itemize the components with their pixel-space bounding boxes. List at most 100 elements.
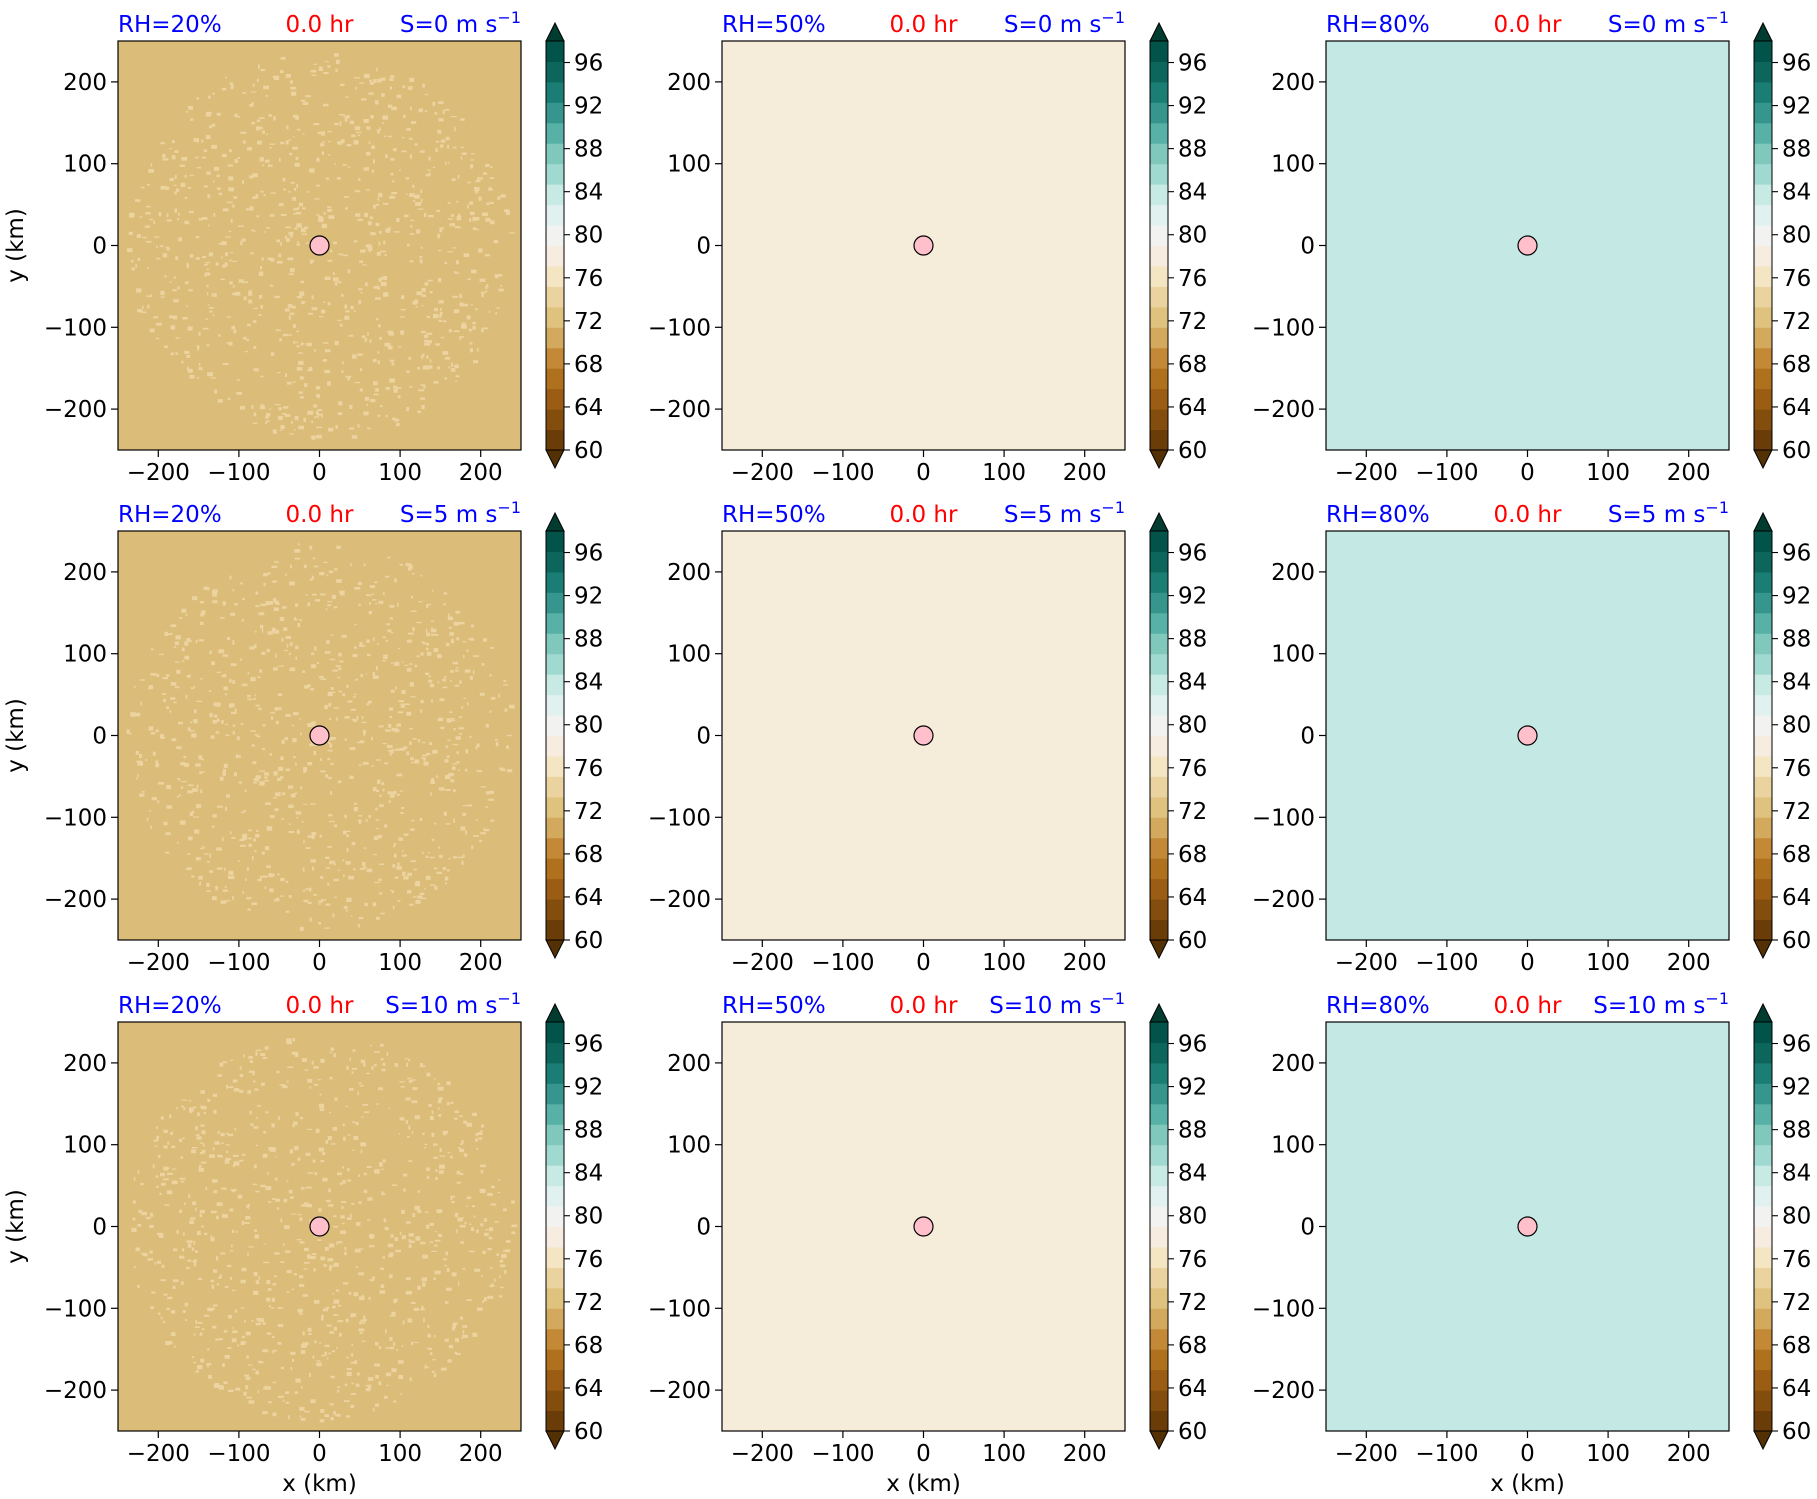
time-label: 0.0 hr [1494,502,1562,528]
colorbar-tick-label: 60 [574,928,603,954]
colorbar-segment [1754,858,1772,880]
colorbar-segment [1754,571,1772,593]
colorbar-segment [1150,878,1168,900]
colorbar-tick-label: 80 [1782,1204,1811,1230]
colorbar-segment [546,715,564,736]
colorbar-tick-label: 60 [1178,1419,1207,1445]
colorbar-tick-label: 88 [1178,1118,1207,1144]
colorbar-tick-label: 68 [574,1333,603,1359]
colorbar-tick-label: 88 [1782,627,1811,653]
colorbar-segment [1754,204,1772,226]
time-label: 0.0 hr [1494,993,1562,1019]
x-tick-label: 0 [312,950,327,976]
colorbar-segment [1150,1042,1168,1064]
colorbar-segment [1150,286,1168,308]
colorbar-tick-label: 80 [574,223,603,249]
colorbar-segment [1754,1165,1772,1187]
colorbar-tick-label: 92 [574,1075,603,1101]
x-tick-label: 200 [459,1441,503,1467]
colorbar-segment [1754,1349,1772,1371]
colorbar-segment [1150,184,1168,206]
colorbar-segment [546,633,564,655]
colorbar-tick-label: 64 [574,885,603,911]
colorbar-segment [1150,347,1168,369]
colorbar-segment [546,899,564,921]
colorbar-segment [1754,1103,1772,1125]
colorbar-tick-label: 88 [574,1118,603,1144]
colorbar-tick-label: 68 [1178,1333,1207,1359]
colorbar-segment [1150,1410,1168,1432]
colorbar-tick-label: 72 [1178,309,1207,335]
colorbar-tick-label: 92 [1782,1075,1811,1101]
colorbar-segment [546,1206,564,1227]
y-tick-label: 100 [1271,642,1315,668]
colorbar-tick-label: 92 [1178,94,1207,120]
colorbar-tick-label: 76 [1178,756,1207,782]
x-tick-label: 100 [1586,460,1630,486]
colorbar-segment [1754,633,1772,655]
colorbar-tick-label: 60 [574,438,603,464]
shear-label: S=10 m s−1 [1593,989,1729,1019]
colorbar-segment [1754,1287,1772,1309]
colorbar-tick-label: 88 [1782,1118,1811,1144]
colorbar-segment [546,919,564,941]
colorbar-segment [1150,265,1168,287]
colorbar-segment [1150,633,1168,655]
y-tick-label: −100 [1252,315,1315,341]
shear-label: S=5 m s−1 [1004,498,1125,528]
y-tick-label: 200 [63,1051,107,1077]
colorbar-segment [1754,1042,1772,1064]
colorbar-tick-label: 60 [1782,1419,1811,1445]
colorbar-segment [546,1410,564,1432]
colorbar-segment [1150,368,1168,390]
colorbar-tick-label: 92 [1782,584,1811,610]
y-axis-label: y (km) [3,208,29,283]
colorbar-segment [1754,1185,1772,1207]
colorbar-tick-label: 68 [574,352,603,378]
center-marker [1517,725,1538,746]
colorbar-segment [1754,796,1772,818]
colorbar-tick-label: 68 [1178,352,1207,378]
colorbar-segment [1150,531,1168,552]
x-tick-label: 0 [1520,460,1535,486]
colorbar-tick-label: 84 [1782,1161,1811,1187]
x-tick-label: 0 [916,1441,931,1467]
panel-1-2: −200 −100 0 100 200 −200 −100 0 100 200 RH=50% 0.0 … [648,8,1207,486]
x-tick-label: −100 [1415,950,1478,976]
colorbar-frame [1149,40,1169,451]
x-tick-label: 200 [459,460,503,486]
colorbar-segment [546,225,564,246]
colorbar-segment [1150,796,1168,818]
colorbar-segment [1150,612,1168,634]
x-axis-label: x (km) [886,1471,961,1497]
colorbar-segment [1150,1022,1168,1043]
colorbar-segment [546,1124,564,1146]
colorbar: 60 64 68 72 76 80 84 88 92 96 [1753,21,1811,470]
colorbar-segment [1150,899,1168,921]
colorbar-segment [546,81,564,103]
colorbar-segment [1150,776,1168,798]
colorbar-tick-label: 96 [1782,1032,1811,1058]
colorbar-segment [546,143,564,165]
colorbar-segment [1754,1328,1772,1350]
colorbar-segment [546,531,564,552]
colorbar-segment [546,1308,564,1330]
colorbar-segment [546,551,564,573]
colorbar-segment [1150,163,1168,185]
rh-label: RH=20% [118,502,222,528]
y-tick-label: −100 [44,1296,107,1322]
colorbar-tick-label: 96 [574,1032,603,1058]
colorbar-segment [1754,1022,1772,1043]
colorbar-segment [546,41,564,62]
y-tick-label: 100 [667,1133,711,1159]
y-tick-label: −200 [1252,1378,1315,1404]
colorbar-segment [1150,1062,1168,1084]
colorbar-tick-label: 60 [1178,928,1207,954]
x-tick-label: 0 [1520,1441,1535,1467]
colorbar: 60 64 68 72 76 80 84 88 92 96 [545,511,603,960]
x-tick-label: 100 [378,950,422,976]
x-tick-label: 100 [982,1441,1026,1467]
colorbar-segment [1754,653,1772,675]
x-tick-label: 0 [1520,950,1535,976]
